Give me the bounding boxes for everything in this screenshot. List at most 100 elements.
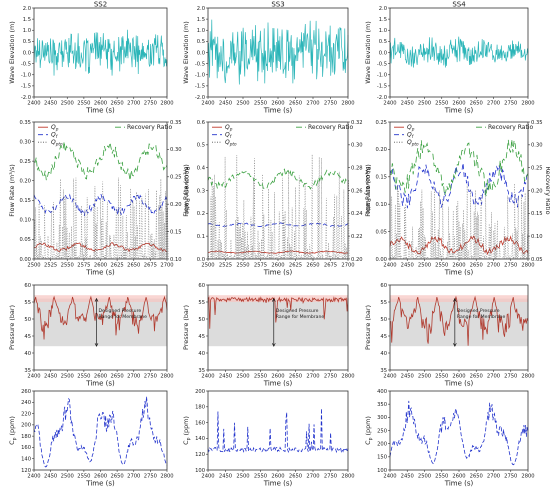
flow-series-line [389, 162, 529, 209]
y-tick-label: -2.0 [21, 95, 31, 101]
y-tick-label: 2.0 [197, 6, 205, 12]
x-tick-label: 2700 [341, 263, 354, 269]
y2-tick-label: 0.30 [170, 147, 182, 153]
subscript: p [369, 437, 374, 440]
y2-tick-label: 0.24 [351, 211, 363, 217]
x-tick-label: 2400 [27, 374, 40, 380]
y-tick-label: 0.4 [197, 165, 206, 171]
x-tick-label: 2500 [236, 474, 249, 480]
y-tick-label: 55 [24, 300, 31, 306]
x-tick-label: 2550 [435, 474, 448, 480]
pressure-line [207, 296, 349, 329]
y-tick-label: 1.0 [23, 28, 31, 34]
y2-axis-label: Recovery Ratio [544, 166, 550, 214]
y-tick-label: 0.0 [197, 50, 205, 56]
legend-subscript: pto [229, 141, 237, 146]
y-tick-label: -0.5 [377, 61, 387, 67]
annotation-line: Range for Membrane [99, 314, 148, 320]
x-axis-label: Time (s) [85, 269, 115, 277]
flow-series-line [33, 177, 169, 260]
x-tick-label: 2800 [341, 101, 354, 107]
x-tick-label: 2450 [219, 101, 232, 107]
x-tick-label: 2400 [383, 374, 396, 380]
x-tick-label: 2500 [61, 474, 74, 480]
y-tick-label: 0.05 [19, 237, 31, 243]
y-tick-label: 300 [377, 415, 387, 421]
x-tick-label: 2800 [160, 374, 173, 380]
x-tick-label: 2600 [94, 474, 107, 480]
range-arrow-head [453, 343, 457, 347]
y-tick-label: 1.5 [23, 17, 31, 23]
x-tick-label: 2750 [324, 374, 337, 380]
y-axis-label: Flow Rate (m³/s) [8, 164, 16, 217]
x-tick-label: 2450 [401, 474, 414, 480]
x-tick-label: 2800 [521, 474, 534, 480]
x-tick-label: 2700 [160, 263, 173, 269]
x-axis-label: Time (s) [444, 269, 474, 277]
x-tick-label: 2550 [254, 101, 267, 107]
x-tick-label: 2450 [401, 263, 414, 269]
y-axis-label: Flow Rate (m³/s) [364, 164, 372, 217]
y-tick-label: -2.0 [377, 95, 387, 101]
x-tick-label: 2500 [236, 374, 249, 380]
chart-cp_SS4: 2400 2450 2500 2550 2600 2650 2700 2750 2800 100 1… [364, 389, 535, 488]
chart-wave_SS4: SS4 2400 2450 2500 2550 2600 2650 2700 2750 2800 -… [364, 1, 535, 115]
x-tick-label: 2650 [470, 474, 483, 480]
y-tick-label: 400 [377, 389, 387, 395]
range-arrow-head [272, 297, 276, 302]
y-axis-label: Pressure (bar) [182, 305, 190, 350]
pressure-line [390, 295, 529, 346]
subscript: p [13, 437, 18, 440]
x-tick-label: 2650 [127, 263, 140, 269]
chart-wave_SS3: SS3 2400 2450 2500 2550 2600 2650 2700 2750 2800 -… [182, 1, 355, 115]
y-tick-label: -1.5 [195, 84, 205, 90]
x-tick-label: 2500 [418, 374, 431, 380]
y-tick-label: 0.5 [23, 39, 31, 45]
y-tick-label: 0.2 [197, 211, 205, 217]
x-tick-label: 2625 [289, 263, 302, 269]
y-tick-label: 160 [21, 445, 31, 451]
x-tick-label: 2500 [61, 101, 74, 107]
x-tick-label: 2600 [452, 374, 465, 380]
legend-label: Qf [51, 132, 58, 139]
y-axis-label: Pressure (bar) [364, 305, 372, 350]
x-tick-label: 2600 [94, 101, 107, 107]
x-tick-label: 2800 [341, 374, 354, 380]
x-tick-label: 2650 [111, 101, 124, 107]
x-axis-label: Time (s) [85, 480, 115, 488]
x-tick-label: 2400 [201, 101, 214, 107]
x-tick-label: 2650 [470, 101, 483, 107]
annotation-line: Range for Membrane [276, 314, 325, 320]
flow-series-line [207, 222, 349, 227]
legend-subscript: p [411, 126, 415, 131]
x-tick-label: 2700 [487, 101, 500, 107]
x-tick-label: 2800 [521, 374, 534, 380]
y-tick-label: 240 [21, 400, 31, 406]
y-axis-label: Pressure (bar) [8, 305, 16, 350]
legend-label: Recovery Ratio [488, 124, 533, 131]
x-tick-label: 2525 [44, 263, 57, 269]
x-tick-label: 2750 [144, 101, 157, 107]
x-tick-label: 2525 [219, 263, 232, 269]
x-tick-label: 2700 [487, 474, 500, 480]
y-tick-label: 1.5 [379, 17, 387, 23]
y-tick-label: 100 [377, 468, 387, 474]
y-tick-label: -1.0 [195, 73, 205, 79]
x-tick-label: 2550 [435, 374, 448, 380]
x-tick-label: 2750 [144, 474, 157, 480]
wave-elevation-line [207, 19, 349, 85]
x-tick-label: 2550 [77, 374, 90, 380]
x-tick-label: 2675 [324, 263, 337, 269]
legend-label: Recovery Ratio [127, 124, 172, 131]
x-tick-label: 2500 [201, 263, 214, 269]
y-tick-label: 0.25 [19, 159, 31, 165]
annotation-line: Range for Membrane [457, 314, 506, 320]
x-tick-label: 2700 [127, 374, 140, 380]
y-tick-label: 55 [198, 300, 205, 306]
x-tick-label: 2600 [452, 474, 465, 480]
y-tick-label: 200 [21, 423, 31, 429]
x-tick-label: 2400 [201, 474, 214, 480]
